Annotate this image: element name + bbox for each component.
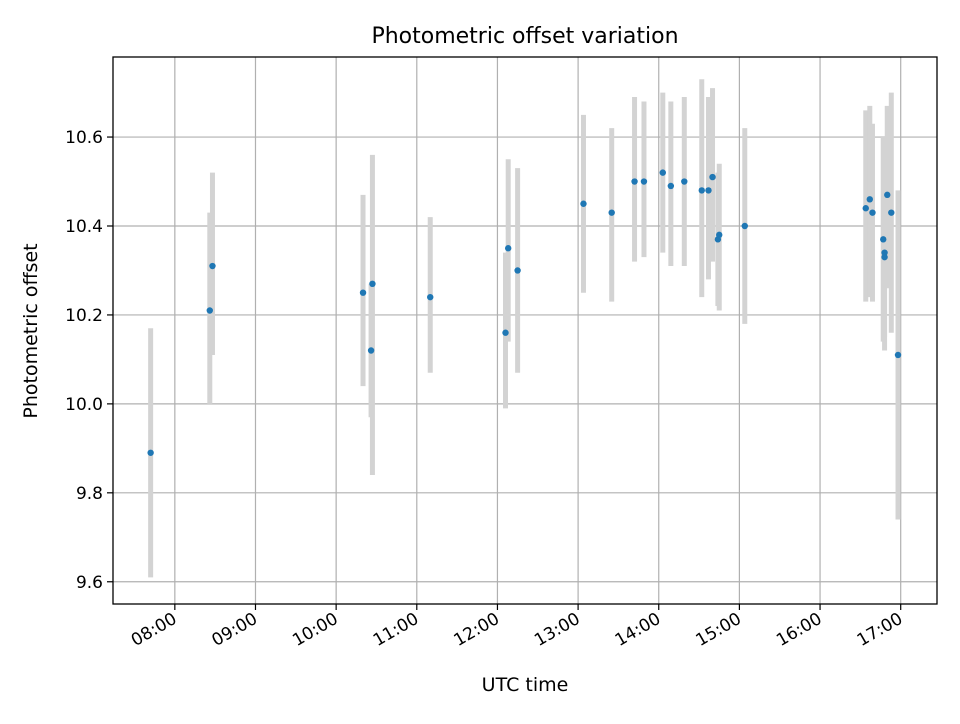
y-tick-label: 9.8 [76, 484, 103, 504]
data-point [705, 187, 712, 194]
chart-title: Photometric offset variation [371, 24, 678, 49]
data-point [866, 196, 873, 203]
data-point [147, 449, 154, 456]
data-point [880, 236, 887, 243]
points-layer [147, 169, 902, 456]
data-point [869, 209, 876, 216]
grid-layer [113, 57, 937, 604]
data-point [427, 293, 434, 301]
data-point [698, 187, 705, 194]
data-point [881, 253, 888, 261]
data-point [608, 209, 615, 216]
y-tick-label: 10.6 [65, 128, 103, 148]
data-point [881, 249, 888, 256]
data-point [894, 351, 902, 359]
data-point [502, 329, 509, 336]
data-point [631, 178, 638, 185]
y-tick-label: 10.0 [65, 395, 103, 415]
data-point [514, 267, 521, 274]
data-point [884, 191, 891, 199]
data-point [640, 178, 648, 185]
data-point [667, 182, 675, 190]
data-point [716, 231, 723, 239]
data-point [580, 200, 587, 207]
plot-area-frame [112, 56, 938, 605]
data-point [862, 205, 869, 212]
x-axis-label: UTC time [482, 674, 569, 696]
y-tick-label: 9.6 [76, 573, 103, 593]
data-point [367, 347, 375, 354]
data-point [359, 289, 367, 296]
data-point [206, 307, 213, 314]
y-tick-label: 10.2 [65, 306, 103, 326]
y-tick-label: 10.4 [65, 217, 103, 237]
y-axis-label: Photometric offset [20, 243, 42, 418]
data-point [741, 222, 748, 230]
data-point [709, 173, 716, 181]
data-point [888, 209, 895, 216]
data-point [659, 169, 666, 176]
data-point [369, 280, 376, 288]
data-point [504, 245, 512, 252]
data-point [681, 178, 688, 185]
data-point [209, 262, 216, 270]
